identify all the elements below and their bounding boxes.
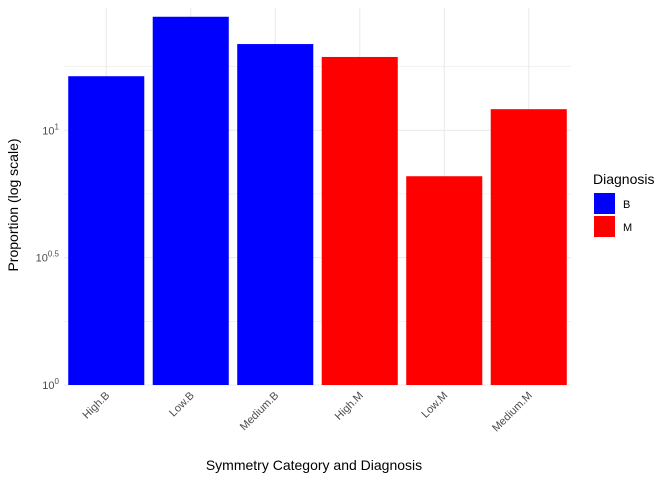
x-tick-label: High.M <box>333 390 366 423</box>
bars <box>68 16 567 386</box>
x-tick-label: Medium.B <box>238 390 282 434</box>
bar-low-b <box>152 16 229 385</box>
x-tick-label: High.B <box>81 390 113 422</box>
bar-high-m <box>321 56 398 386</box>
y-tick-label: 100.5 <box>36 250 60 265</box>
y-axis-ticks: 100 100.5 101 <box>36 122 60 392</box>
legend-swatch-m <box>594 216 615 237</box>
bar-medium-b <box>237 44 314 385</box>
bar-medium-m <box>490 109 567 386</box>
y-tick-label: 100 <box>42 377 59 392</box>
legend-label-b: B <box>623 199 630 211</box>
legend-title: Diagnosis <box>593 171 654 187</box>
legend-label-m: M <box>623 222 632 234</box>
bar-high-b <box>68 76 145 386</box>
x-tick-label: Medium.M <box>490 390 535 435</box>
legend-swatch-b <box>594 193 615 214</box>
legend: Diagnosis BM <box>593 171 654 237</box>
y-axis-title: Proportion (log scale) <box>5 138 21 271</box>
x-tick-label: Low.B <box>167 390 197 420</box>
bar-low-m <box>406 176 483 385</box>
x-tick-label: Low.M <box>419 390 450 421</box>
y-tick-label: 101 <box>42 122 59 137</box>
x-axis-title: Symmetry Category and Diagnosis <box>206 457 422 473</box>
x-axis-ticks: High.B Low.B Medium.B High.M Low.M Medium.M <box>81 390 535 435</box>
